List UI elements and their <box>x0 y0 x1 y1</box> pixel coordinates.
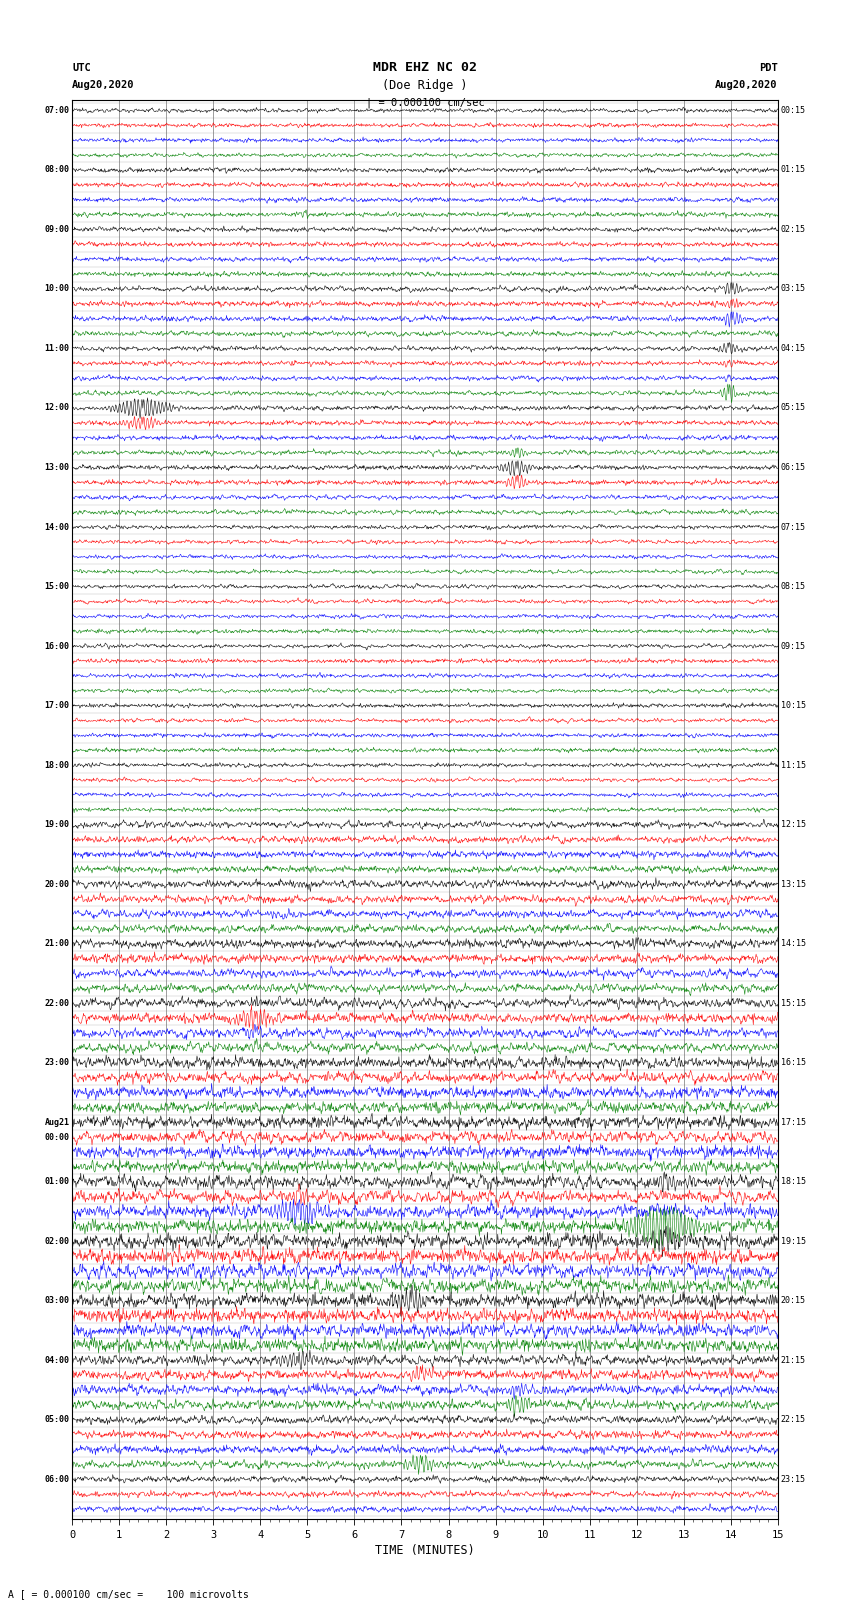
Text: | = 0.000100 cm/sec: | = 0.000100 cm/sec <box>366 98 484 108</box>
Text: 16:15: 16:15 <box>780 1058 806 1068</box>
Text: 18:15: 18:15 <box>780 1177 806 1186</box>
Text: 06:00: 06:00 <box>44 1474 70 1484</box>
Text: 20:15: 20:15 <box>780 1297 806 1305</box>
Text: 22:00: 22:00 <box>44 998 70 1008</box>
Text: PDT: PDT <box>759 63 778 73</box>
Text: 04:00: 04:00 <box>44 1357 70 1365</box>
Text: 23:15: 23:15 <box>780 1474 806 1484</box>
Text: 23:00: 23:00 <box>44 1058 70 1068</box>
Text: (Doe Ridge ): (Doe Ridge ) <box>382 79 468 92</box>
Text: 14:00: 14:00 <box>44 523 70 532</box>
Text: 15:15: 15:15 <box>780 998 806 1008</box>
Text: 19:15: 19:15 <box>780 1237 806 1245</box>
Text: 01:00: 01:00 <box>44 1177 70 1186</box>
Text: 02:00: 02:00 <box>44 1237 70 1245</box>
Text: 03:00: 03:00 <box>44 1297 70 1305</box>
Text: 18:00: 18:00 <box>44 761 70 769</box>
Text: 08:00: 08:00 <box>44 166 70 174</box>
Text: 21:00: 21:00 <box>44 939 70 948</box>
Text: 20:00: 20:00 <box>44 879 70 889</box>
Text: 10:00: 10:00 <box>44 284 70 294</box>
Text: 11:15: 11:15 <box>780 761 806 769</box>
Text: 12:00: 12:00 <box>44 403 70 413</box>
Text: 08:15: 08:15 <box>780 582 806 590</box>
Text: 03:15: 03:15 <box>780 284 806 294</box>
Text: 09:15: 09:15 <box>780 642 806 650</box>
Text: 16:00: 16:00 <box>44 642 70 650</box>
Text: 07:15: 07:15 <box>780 523 806 532</box>
Text: 05:00: 05:00 <box>44 1415 70 1424</box>
Text: 10:15: 10:15 <box>780 702 806 710</box>
Text: 21:15: 21:15 <box>780 1357 806 1365</box>
Text: 01:15: 01:15 <box>780 166 806 174</box>
Text: MDR EHZ NC 02: MDR EHZ NC 02 <box>373 61 477 74</box>
Text: Aug20,2020: Aug20,2020 <box>715 81 778 90</box>
Text: UTC: UTC <box>72 63 91 73</box>
Text: 17:15: 17:15 <box>780 1118 806 1127</box>
Text: 12:15: 12:15 <box>780 819 806 829</box>
Text: 04:15: 04:15 <box>780 344 806 353</box>
Text: 05:15: 05:15 <box>780 403 806 413</box>
Text: A [ = 0.000100 cm/sec =    100 microvolts: A [ = 0.000100 cm/sec = 100 microvolts <box>8 1589 249 1598</box>
Text: 19:00: 19:00 <box>44 819 70 829</box>
Text: 00:15: 00:15 <box>780 106 806 115</box>
Text: 17:00: 17:00 <box>44 702 70 710</box>
Text: 13:15: 13:15 <box>780 879 806 889</box>
Text: 15:00: 15:00 <box>44 582 70 590</box>
Text: 11:00: 11:00 <box>44 344 70 353</box>
Text: Aug20,2020: Aug20,2020 <box>72 81 135 90</box>
Text: 07:00: 07:00 <box>44 106 70 115</box>
Text: 00:00: 00:00 <box>44 1132 70 1142</box>
Text: 13:00: 13:00 <box>44 463 70 473</box>
Text: Aug21: Aug21 <box>44 1118 70 1127</box>
Text: 06:15: 06:15 <box>780 463 806 473</box>
Text: 22:15: 22:15 <box>780 1415 806 1424</box>
Text: 09:00: 09:00 <box>44 224 70 234</box>
Text: 14:15: 14:15 <box>780 939 806 948</box>
Text: 02:15: 02:15 <box>780 224 806 234</box>
X-axis label: TIME (MINUTES): TIME (MINUTES) <box>375 1544 475 1557</box>
